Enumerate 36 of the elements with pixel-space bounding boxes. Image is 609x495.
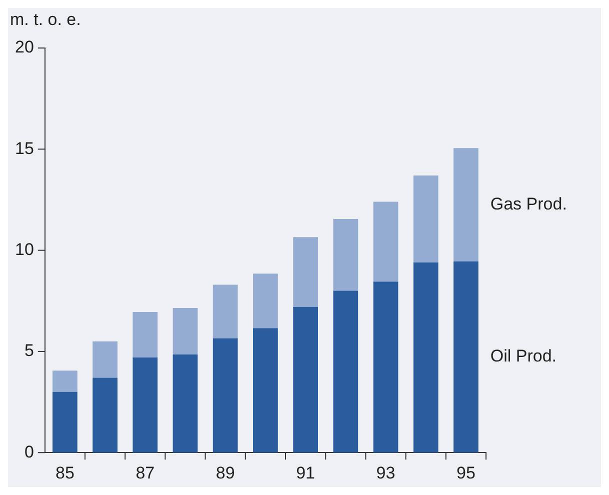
bar [253, 328, 278, 453]
bar [293, 306, 318, 453]
bar [172, 354, 198, 453]
bar [132, 312, 158, 358]
bar [132, 358, 158, 453]
bar [293, 237, 318, 307]
series-label: Oil Prod. [490, 346, 557, 366]
bar [52, 392, 78, 453]
bar [333, 218, 358, 291]
bar [413, 175, 438, 262]
bar [253, 274, 278, 328]
bar [172, 308, 198, 354]
y-tick-label: 10 [14, 240, 34, 259]
x-tick-label: 93 [376, 463, 396, 482]
y-axis-title: m. t. o. e. [10, 10, 81, 30]
x-tick-label: 91 [296, 463, 316, 482]
bar [92, 341, 118, 378]
series-label: Gas Prod. [490, 194, 567, 214]
bar [212, 338, 238, 453]
bar [92, 378, 118, 453]
bar [212, 284, 238, 338]
bar [454, 261, 478, 453]
bar [413, 262, 438, 453]
x-tick-label: 95 [456, 463, 476, 482]
bar [454, 148, 478, 262]
x-tick-label: 87 [136, 463, 155, 482]
bar [333, 290, 358, 453]
y-tick-label: 15 [14, 138, 34, 158]
y-tick-label: 0 [24, 442, 34, 462]
bar [373, 282, 398, 453]
bar [373, 202, 398, 282]
x-tick-label: 89 [216, 463, 235, 482]
x-tick-label: 85 [56, 463, 74, 482]
y-tick-label: 5 [24, 341, 34, 360]
y-tick-label: 20 [14, 38, 34, 57]
bar [52, 370, 78, 392]
